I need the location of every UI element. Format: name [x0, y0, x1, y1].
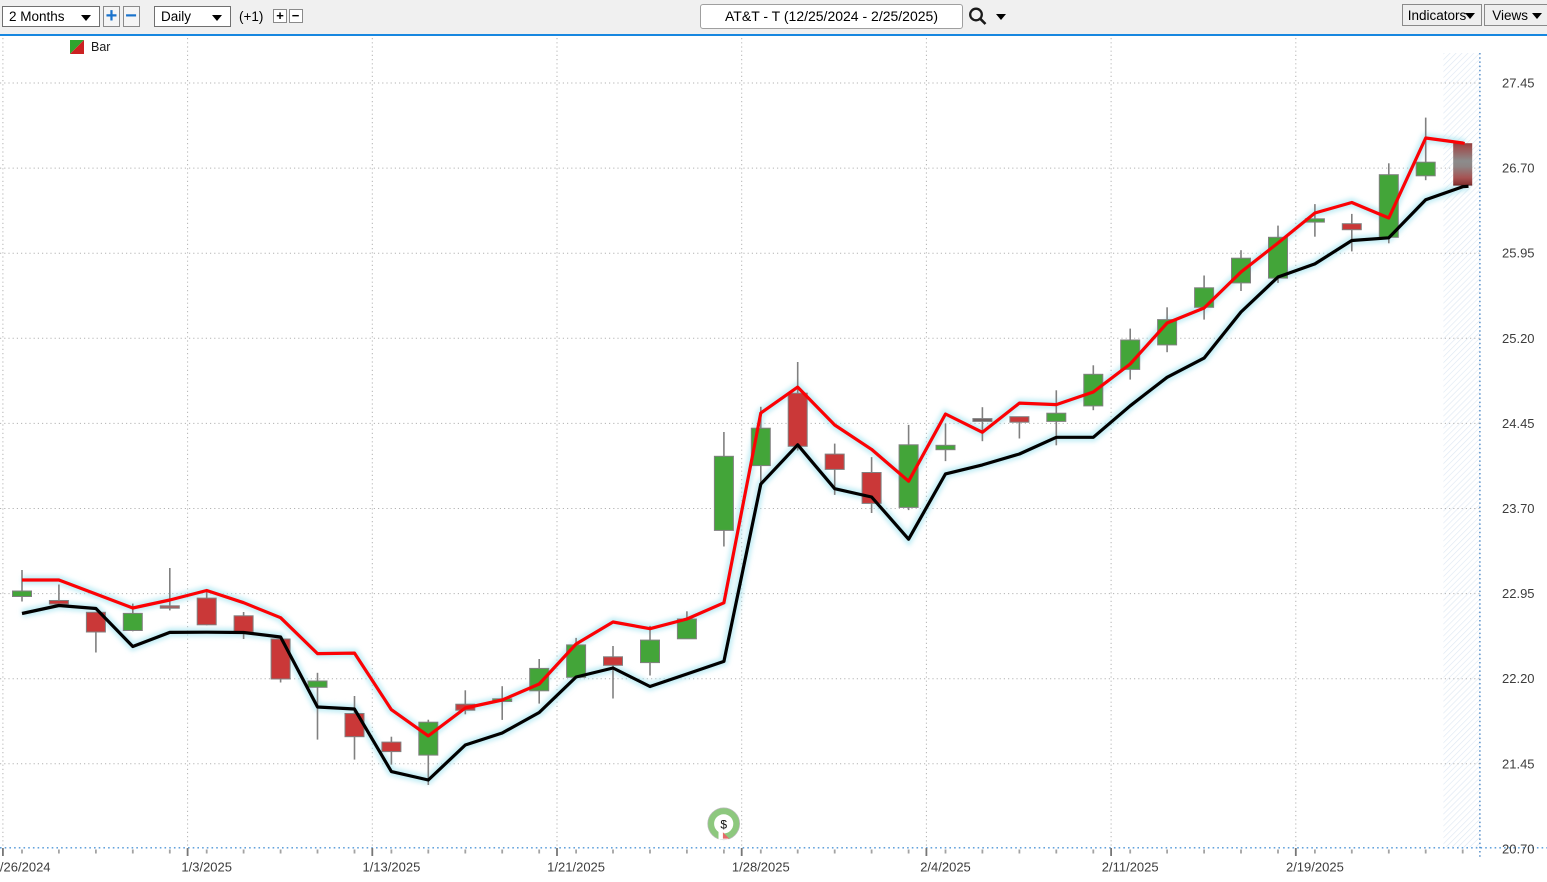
svg-text:26.70: 26.70	[1502, 161, 1535, 176]
svg-text:24.45: 24.45	[1502, 416, 1535, 431]
svg-text:1/21/2025: 1/21/2025	[547, 860, 605, 875]
svg-text:20.70: 20.70	[1502, 841, 1535, 856]
svg-text:23.70: 23.70	[1502, 501, 1535, 516]
svg-text:22.20: 22.20	[1502, 671, 1535, 686]
svg-text:2/11/2025: 2/11/2025	[1102, 860, 1159, 875]
svg-text:25.20: 25.20	[1502, 331, 1535, 346]
svg-text:25.95: 25.95	[1502, 246, 1535, 261]
svg-text:12/26/2024: 12/26/2024	[0, 860, 51, 875]
svg-text:$: $	[720, 818, 727, 832]
svg-text:2/19/2025: 2/19/2025	[1286, 860, 1344, 875]
svg-text:1/28/2025: 1/28/2025	[732, 860, 790, 875]
svg-text:27.45: 27.45	[1502, 76, 1535, 91]
svg-text:1/13/2025: 1/13/2025	[362, 860, 420, 875]
svg-text:22.95: 22.95	[1502, 586, 1535, 601]
svg-text:2/4/2025: 2/4/2025	[920, 860, 971, 875]
svg-text:21.45: 21.45	[1502, 756, 1535, 771]
svg-text:1/3/2025: 1/3/2025	[181, 860, 232, 875]
